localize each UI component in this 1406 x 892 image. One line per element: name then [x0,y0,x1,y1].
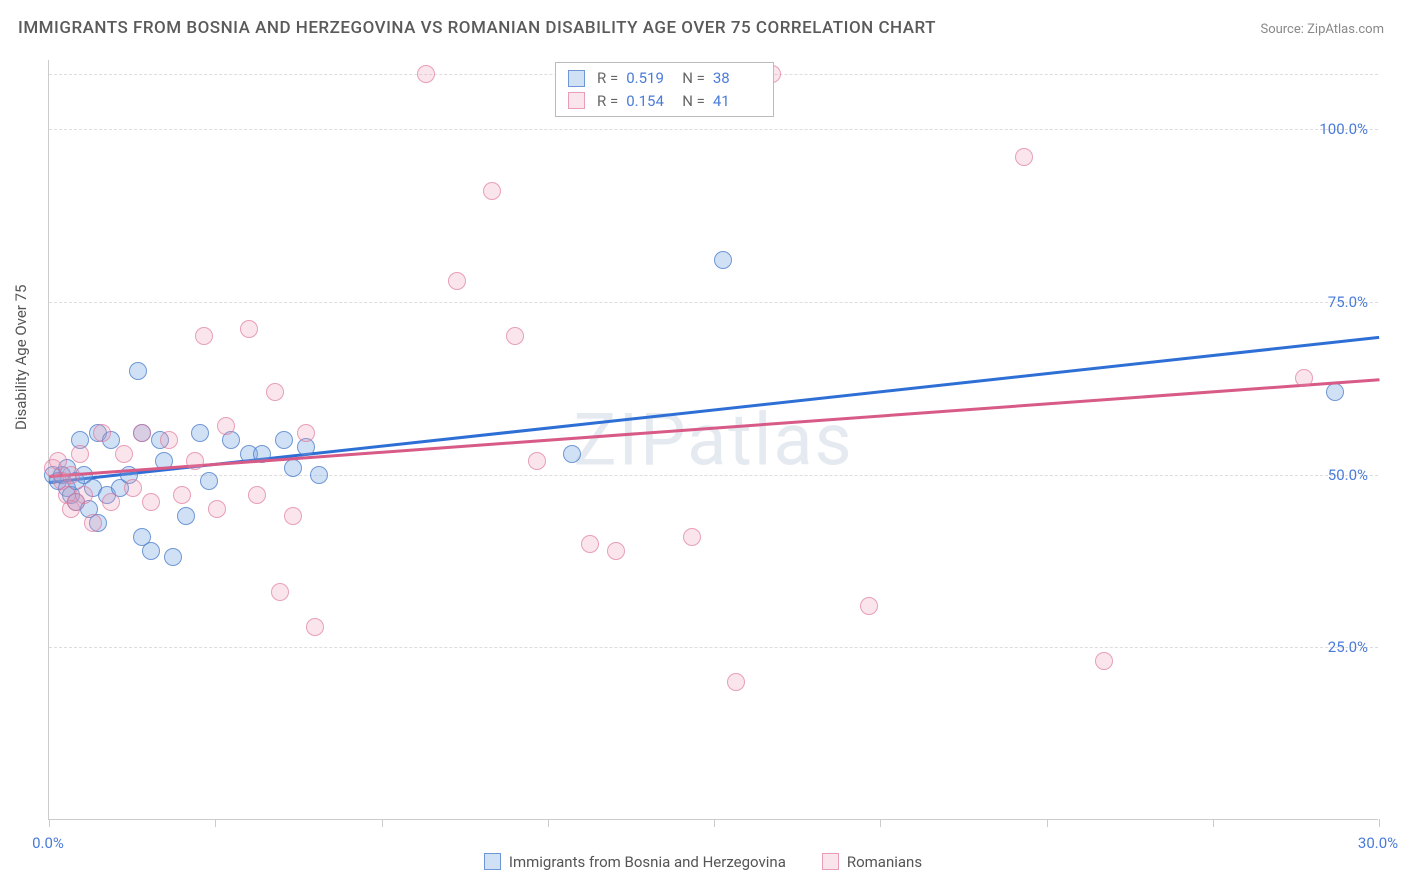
data-point-pink [62,466,80,484]
data-point-pink [133,424,151,442]
x-tick [1213,819,1214,827]
legend-item: Romanians [822,853,922,871]
data-point-pink [93,424,111,442]
data-point-blue [164,548,182,566]
data-point-pink [115,445,133,463]
data-point-pink [248,486,266,504]
x-tick [880,819,881,827]
data-point-blue [714,251,732,269]
legend-swatch [484,853,501,870]
data-point-pink [727,673,745,691]
legend-label: Romanians [847,853,922,871]
r-label: R = [597,67,618,90]
data-point-pink [448,272,466,290]
data-point-pink [217,417,235,435]
data-point-pink [1015,148,1033,166]
x-tick [215,819,216,827]
data-point-pink [75,486,93,504]
y-tick-label: 100.0% [1319,120,1368,138]
r-label: R = [597,90,618,113]
data-point-pink [483,182,501,200]
x-tick-label: 30.0% [1358,834,1398,852]
stats-row: R = 0.519 N = 38 [568,67,761,90]
r-value: 0.519 [626,67,674,90]
chart-title: IMMIGRANTS FROM BOSNIA AND HERZEGOVINA V… [18,18,936,38]
data-point-blue [275,431,293,449]
data-point-pink [266,383,284,401]
trend-line-pink [49,378,1379,477]
scatter-plot-area: ZIPatlas 25.0%50.0%75.0%100.0% [48,60,1378,820]
data-point-pink [297,424,315,442]
x-tick [548,819,549,827]
legend-item: Immigrants from Bosnia and Herzegovina [484,853,786,871]
data-point-pink [195,327,213,345]
y-tick-label: 50.0% [1328,466,1368,484]
gridline [49,475,1378,476]
data-point-pink [306,618,324,636]
x-tick [382,819,383,827]
data-point-pink [284,507,302,525]
data-point-blue [129,362,147,380]
stats-row: R = 0.154 N = 41 [568,90,761,113]
data-point-blue [563,445,581,463]
data-point-pink [1295,369,1313,387]
bottom-legend: Immigrants from Bosnia and Herzegovina Ro… [0,853,1406,875]
data-point-pink [84,514,102,532]
gridline [49,129,1378,130]
data-point-pink [271,583,289,601]
x-tick [49,819,50,827]
source-attribution: Source: ZipAtlas.com [1260,22,1384,37]
data-point-pink [581,535,599,553]
data-point-pink [240,320,258,338]
gridline [49,302,1378,303]
legend-swatch [568,92,585,109]
data-point-blue [142,542,160,560]
data-point-pink [860,597,878,615]
data-point-pink [186,452,204,470]
n-value: 41 [713,90,761,113]
n-label: N = [682,67,705,90]
legend-label: Immigrants from Bosnia and Herzegovina [509,853,786,871]
data-point-pink [124,479,142,497]
data-point-pink [142,493,160,511]
legend-swatch [568,70,585,87]
gridline [49,647,1378,648]
x-tick-label: 0.0% [32,834,64,852]
data-point-blue [310,466,328,484]
data-point-pink [528,452,546,470]
data-point-blue [177,507,195,525]
data-point-pink [607,542,625,560]
n-value: 38 [713,67,761,90]
data-point-blue [191,424,209,442]
x-tick [1047,819,1048,827]
legend-swatch [822,853,839,870]
data-point-pink [208,500,226,518]
n-label: N = [682,90,705,113]
data-point-blue [284,459,302,477]
data-point-blue [200,472,218,490]
y-tick-label: 25.0% [1328,638,1368,656]
x-tick [714,819,715,827]
data-point-blue [1326,383,1344,401]
data-point-pink [683,528,701,546]
correlation-stats-box: R = 0.519 N = 38 R = 0.154 N = 41 [555,62,774,117]
data-point-pink [417,65,435,83]
data-point-pink [506,327,524,345]
data-point-pink [173,486,191,504]
data-point-pink [71,445,89,463]
data-point-pink [160,431,178,449]
data-point-pink [1095,652,1113,670]
y-tick-label: 75.0% [1328,293,1368,311]
y-axis-label: Disability Age Over 75 [12,285,30,430]
r-value: 0.154 [626,90,674,113]
x-tick [1379,819,1380,827]
data-point-pink [102,493,120,511]
